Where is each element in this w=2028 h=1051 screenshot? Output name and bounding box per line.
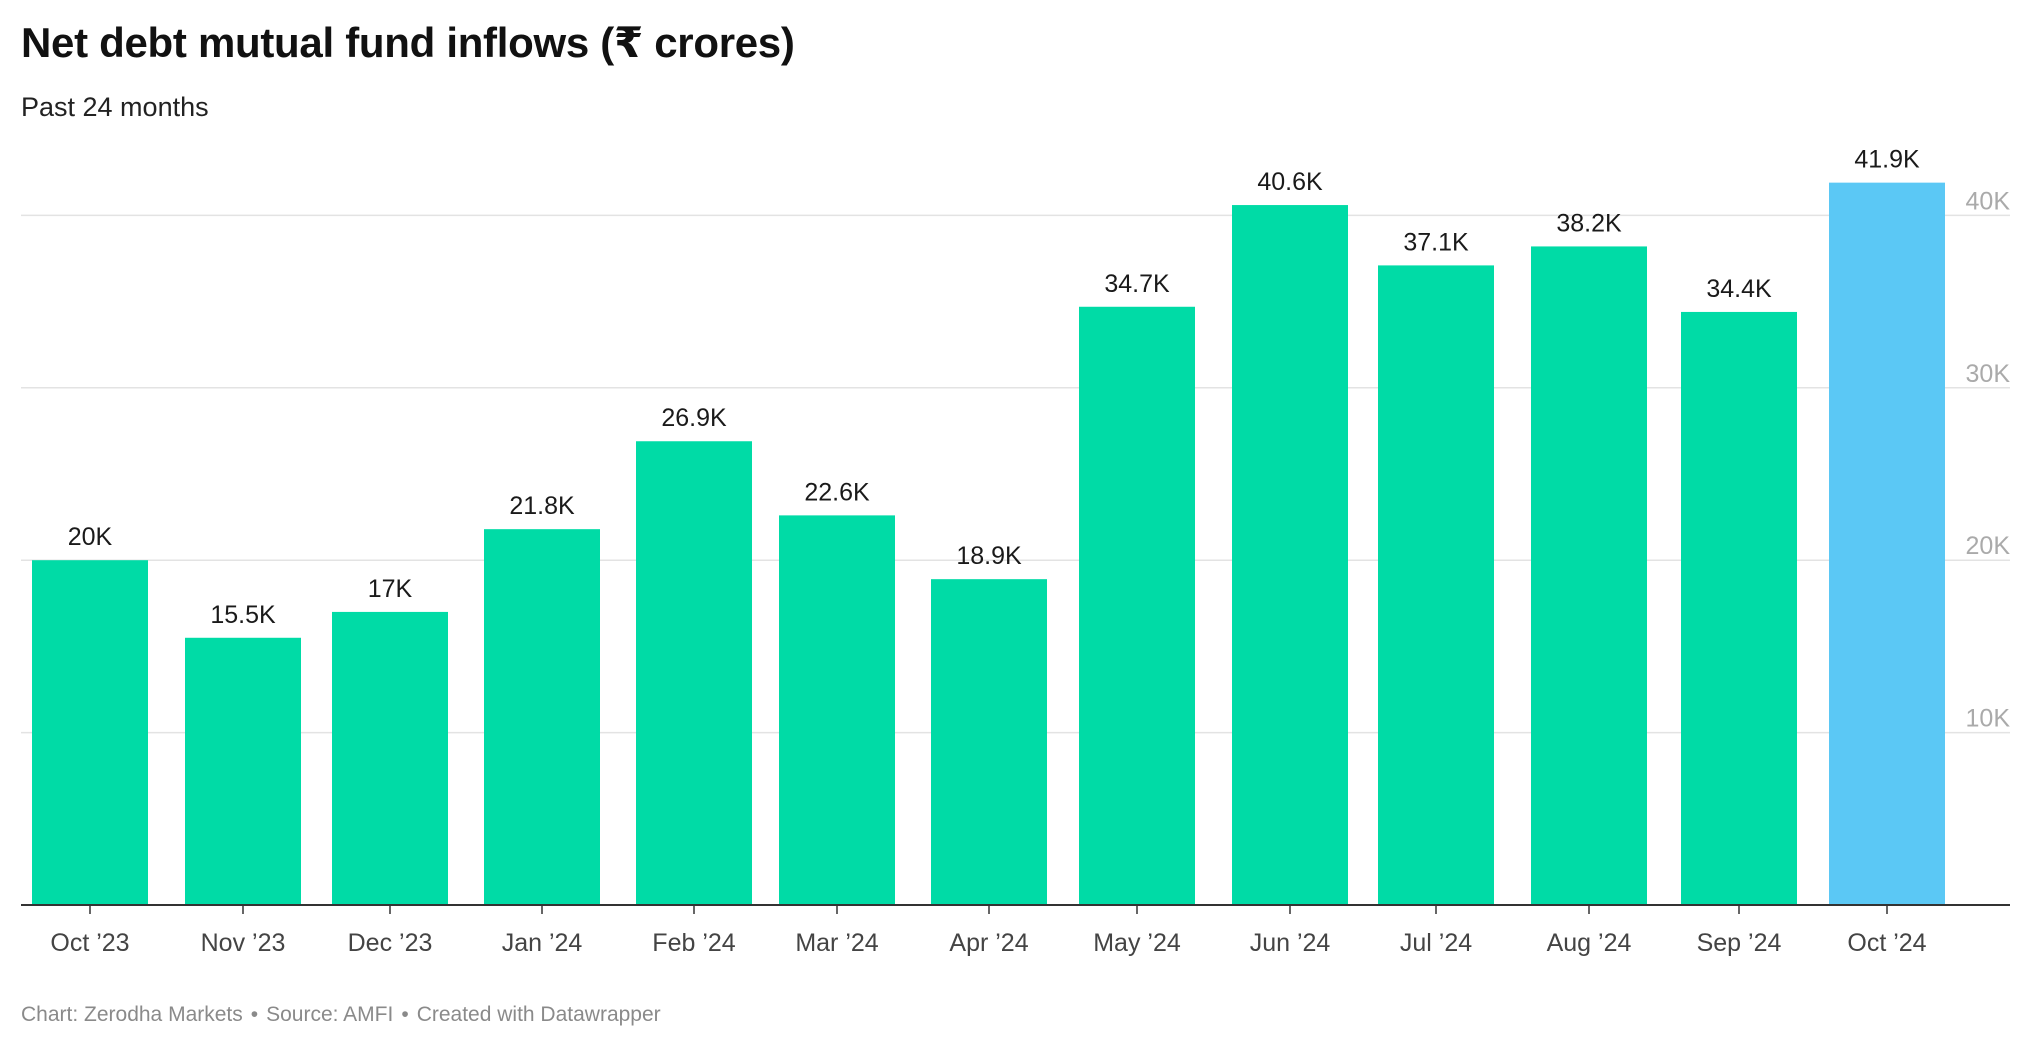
value-label: 34.4K bbox=[1706, 275, 1772, 303]
chart-title: Net debt mutual fund inflows (₹ crores) bbox=[21, 19, 795, 66]
bar bbox=[1829, 182, 1945, 906]
value-label: 37.1K bbox=[1403, 228, 1469, 256]
bar bbox=[32, 560, 148, 905]
footer-created-with: Created with Datawrapper bbox=[416, 1003, 661, 1026]
value-label: 22.6K bbox=[804, 478, 870, 506]
x-tick-label: Nov ’23 bbox=[201, 929, 286, 957]
value-label: 38.2K bbox=[1556, 209, 1622, 237]
bar bbox=[779, 515, 895, 905]
y-tick-label: 10K bbox=[1966, 705, 2011, 733]
value-label: 40.6K bbox=[1257, 168, 1323, 196]
x-tick-label: Mar ’24 bbox=[795, 929, 878, 957]
bar bbox=[636, 441, 752, 905]
bar bbox=[1079, 306, 1195, 906]
bar bbox=[185, 637, 301, 905]
chart-subtitle: Past 24 months bbox=[21, 92, 209, 122]
footer-separator: • bbox=[401, 1003, 409, 1026]
bar bbox=[332, 611, 448, 905]
bars bbox=[32, 182, 1945, 906]
x-tick-label: Dec ’23 bbox=[348, 929, 433, 957]
bar bbox=[484, 529, 600, 905]
x-tick-label: Jul ’24 bbox=[1400, 929, 1472, 957]
x-tick-label: Aug ’24 bbox=[1547, 929, 1632, 957]
value-label: 26.9K bbox=[661, 404, 727, 432]
x-tick-label: Feb ’24 bbox=[652, 929, 735, 957]
value-label: 18.9K bbox=[956, 542, 1022, 570]
bar bbox=[1681, 311, 1797, 906]
y-tick-label: 20K bbox=[1966, 532, 2011, 560]
y-axis-ticks: 10K 20K 30K 40K bbox=[1966, 187, 2011, 732]
footer-separator: • bbox=[250, 1003, 259, 1026]
value-label: 20K bbox=[68, 523, 113, 551]
value-label: 17K bbox=[368, 575, 413, 603]
value-labels: 20K 15.5K 17K 21.8K 26.9K 22.6K 18.9K 34.7K 40.6… bbox=[68, 146, 1920, 629]
x-tick-label: Oct ’23 bbox=[50, 929, 129, 957]
x-tick-label: Oct ’24 bbox=[1847, 929, 1926, 957]
footer-source: Source: AMFI bbox=[266, 1003, 394, 1026]
bar bbox=[1378, 265, 1494, 905]
bar bbox=[931, 579, 1047, 905]
x-axis: Oct ’23 Nov ’23 Dec ’23 Jan ’24 Feb ’24 Mar ’… bbox=[21, 904, 2010, 957]
x-tick-label: May ’24 bbox=[1093, 929, 1181, 957]
x-tick-label: Jun ’24 bbox=[1250, 929, 1331, 957]
bar bbox=[1531, 246, 1647, 905]
y-tick-label: 40K bbox=[1966, 187, 2011, 215]
value-label: 34.7K bbox=[1104, 270, 1170, 298]
footer-chart-credit: Chart: Zerodha Markets bbox=[21, 1003, 243, 1026]
bar bbox=[1232, 205, 1348, 905]
x-tick-label: Apr ’24 bbox=[949, 929, 1028, 957]
x-tick-label: Sep ’24 bbox=[1697, 929, 1782, 957]
value-label: 15.5K bbox=[210, 601, 276, 629]
x-tick-label: Jan ’24 bbox=[502, 929, 583, 957]
chart-footer: Chart: Zerodha Markets • Source: AMFI • Crea… bbox=[21, 1003, 661, 1027]
value-label: 41.9K bbox=[1854, 146, 1920, 174]
y-tick-label: 30K bbox=[1966, 360, 2011, 388]
value-label: 21.8K bbox=[509, 492, 575, 520]
